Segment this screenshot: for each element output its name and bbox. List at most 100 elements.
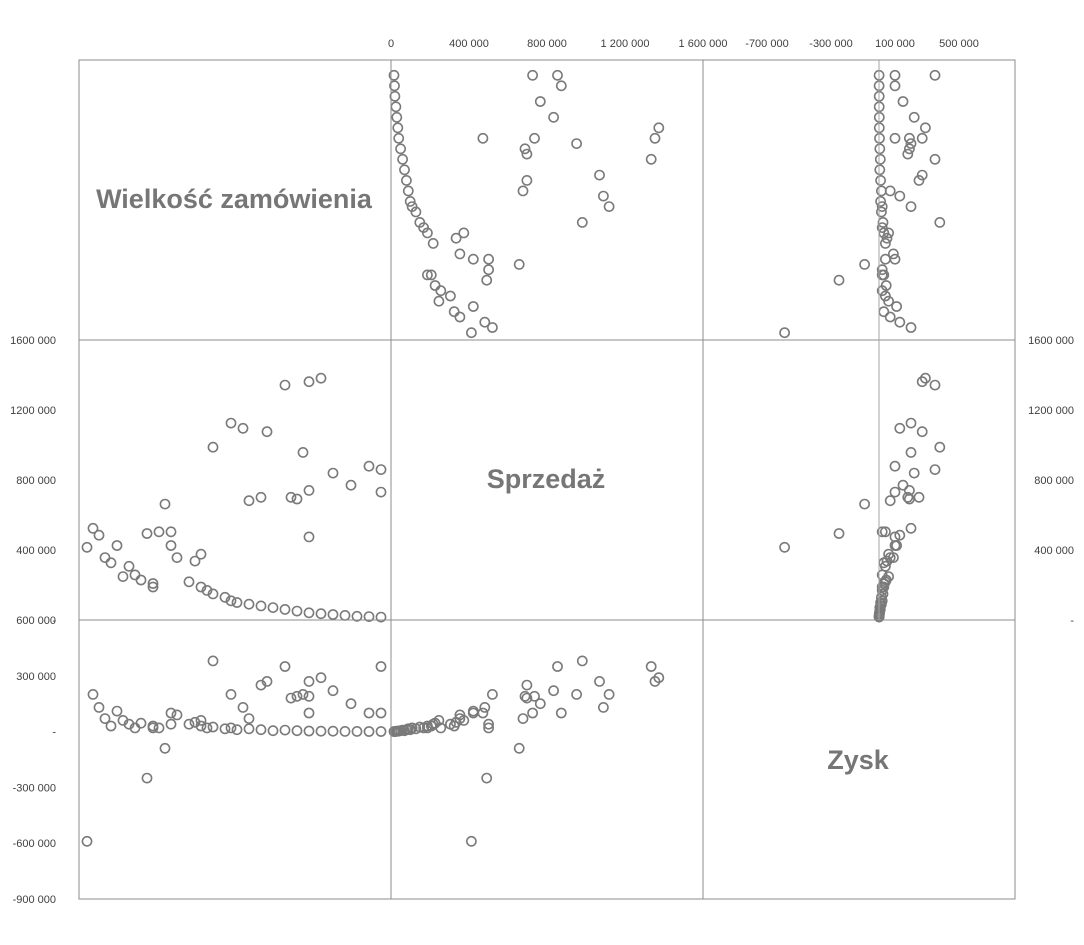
data-point: [435, 285, 447, 297]
data-point: [859, 498, 870, 510]
data-point: [876, 264, 888, 276]
data-point: [159, 742, 171, 754]
data-point: [400, 174, 412, 186]
data-point: [905, 138, 917, 149]
top-tick-label: -300 000: [809, 38, 852, 50]
data-point: [571, 689, 582, 700]
data-point: [894, 529, 906, 541]
data-point: [598, 702, 609, 713]
data-point: [315, 672, 327, 684]
data-point: [189, 555, 201, 567]
data-point: [897, 96, 909, 107]
data-point: [111, 540, 123, 551]
data-point: [779, 327, 790, 339]
data-point: [548, 111, 559, 123]
data-point: [147, 722, 159, 734]
data-point: [889, 132, 901, 144]
data-point: [594, 676, 605, 687]
left-tick-label: 800 000: [16, 475, 56, 487]
diag-label-sales: Sprzedaż: [487, 464, 606, 494]
data-point: [483, 253, 494, 265]
data-point: [894, 316, 906, 328]
data-point: [876, 526, 888, 538]
data-point: [315, 725, 327, 737]
data-point: [351, 610, 363, 622]
data-point: [483, 718, 494, 730]
data-point: [406, 201, 418, 212]
data-point: [905, 446, 917, 458]
data-point: [521, 692, 533, 704]
data-point: [255, 491, 267, 503]
data-point: [905, 417, 917, 429]
data-point: [555, 707, 567, 719]
data-point: [576, 216, 588, 228]
diag-label-profit: Zysk: [827, 745, 890, 775]
data-point: [888, 248, 899, 260]
data-point: [920, 372, 931, 384]
data-point: [905, 522, 917, 534]
data-point: [467, 301, 479, 312]
data-point: [291, 493, 303, 505]
left-tick-label: 400 000: [16, 545, 56, 557]
data-point: [389, 80, 400, 92]
data-point: [279, 661, 291, 672]
data-point: [201, 722, 213, 734]
left-tick-label: 1600 000: [10, 335, 56, 347]
left-tick-label: -600 000: [13, 838, 56, 850]
data-point: [904, 132, 915, 144]
data-point: [916, 426, 928, 438]
data-point: [894, 422, 906, 434]
data-point: [894, 190, 906, 202]
data-point: [876, 206, 887, 218]
data-point: [534, 698, 546, 710]
data-point: [195, 715, 207, 726]
data-point: [880, 526, 891, 538]
data-point: [594, 169, 605, 181]
data-point: [884, 495, 896, 507]
data-point: [351, 726, 363, 737]
data-point: [880, 237, 891, 249]
data-point: [874, 153, 886, 165]
data-point: [874, 143, 886, 155]
data-point: [548, 685, 559, 697]
data-point: [297, 689, 309, 700]
data-point: [87, 689, 99, 700]
data-point: [889, 460, 901, 472]
data-point: [165, 718, 177, 730]
data-point: [363, 460, 375, 472]
right-tick-label: 400 000: [1034, 545, 1074, 557]
data-point: [486, 689, 498, 700]
data-point: [598, 190, 609, 202]
data-point: [905, 201, 917, 212]
data-point: [929, 69, 941, 81]
data-point: [297, 446, 309, 458]
data-point: [465, 327, 477, 339]
data-point: [552, 661, 563, 672]
panel-frames: [78, 59, 1016, 900]
data-point: [147, 581, 159, 593]
data-point: [363, 707, 375, 719]
top-tick-label: 0: [388, 38, 394, 50]
data-point: [934, 216, 946, 228]
data-point: [465, 835, 477, 847]
data-point: [303, 690, 315, 702]
data-point: [267, 602, 279, 613]
data-point: [153, 722, 165, 734]
data-point: [391, 111, 403, 123]
data-point: [315, 372, 327, 384]
left-tick-label: -: [52, 727, 56, 739]
panel-1-2: [702, 339, 1016, 621]
data-point: [902, 148, 914, 160]
data-point: [375, 464, 387, 475]
data-point: [255, 600, 267, 612]
data-point: [231, 597, 243, 608]
data-point: [880, 280, 892, 291]
data-point: [779, 541, 790, 553]
data-point: [916, 169, 928, 181]
data-point: [135, 717, 147, 729]
data-point: [195, 581, 207, 593]
data-point: [285, 491, 297, 503]
data-point: [576, 655, 588, 667]
panel-2-0: [78, 619, 392, 900]
